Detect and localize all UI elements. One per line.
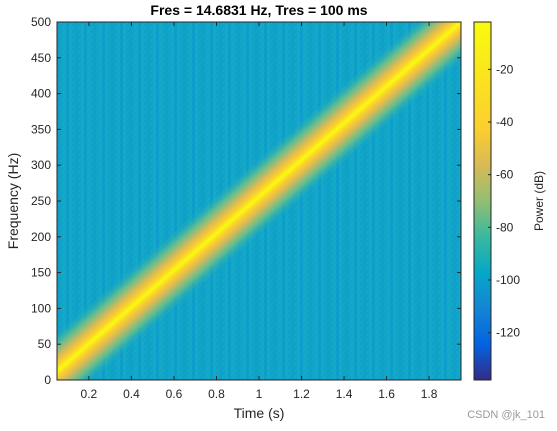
colorbar-tick-label: -80 (496, 220, 514, 234)
colorbar-label: Power (dB) (532, 171, 546, 231)
chart-title: Fres = 14.6831 Hz, Tres = 100 ms (150, 2, 367, 18)
time-stripe (102, 22, 105, 380)
colorbar-tick-label: -60 (496, 168, 514, 182)
y-tick-label: 0 (44, 373, 51, 387)
x-tick-label: 1.4 (336, 387, 353, 401)
x-tick-label: 0.4 (123, 387, 140, 401)
time-stripe (93, 22, 96, 380)
x-tick-label: 0.6 (166, 387, 183, 401)
watermark: CSDN @jk_101 (467, 409, 545, 421)
colorbar-tick-label: -20 (496, 62, 514, 76)
time-stripe (129, 22, 132, 380)
time-stripe (426, 22, 429, 380)
x-tick-label: 1.2 (293, 387, 310, 401)
time-stripe (408, 22, 411, 380)
chirp-ridge (57, 22, 461, 380)
time-stripe (417, 22, 420, 380)
time-stripe (354, 22, 357, 380)
colorbar-tick-label: -100 (496, 273, 520, 287)
time-stripe (435, 22, 438, 380)
time-stripe (327, 22, 330, 380)
y-tick-label: 250 (31, 194, 51, 208)
y-axis-label: Frequency (Hz) (5, 153, 21, 249)
y-tick-label: 350 (31, 122, 51, 136)
time-stripe (75, 22, 78, 380)
plot-area (56, 21, 462, 381)
colorbar-ticks: -20 -40 -60 -80 -100 -120 (488, 62, 520, 340)
y-tick-label: 450 (31, 51, 51, 65)
time-stripe (363, 22, 366, 380)
y-tick-label: 300 (31, 158, 51, 172)
time-stripe (399, 22, 402, 380)
time-stripe (444, 22, 447, 380)
y-tick-label: 50 (38, 337, 52, 351)
time-stripe (345, 22, 348, 380)
time-stripe (192, 22, 195, 380)
time-stripe (390, 22, 393, 380)
y-tick-label: 200 (31, 230, 51, 244)
time-stripe (300, 22, 303, 380)
x-tick-label: 0.8 (208, 387, 225, 401)
time-stripe (336, 22, 339, 380)
time-stripe (111, 22, 114, 380)
x-tick-label: 1.8 (421, 387, 438, 401)
colorbar-tick-label: -40 (496, 115, 514, 129)
colorbar-tick-label: -120 (496, 326, 520, 340)
time-stripe (147, 22, 150, 380)
y-tick-label: 400 (31, 87, 51, 101)
time-stripe (201, 22, 204, 380)
y-tick-label: 500 (31, 15, 51, 29)
x-tick-label: 1 (256, 387, 263, 401)
time-stripe (183, 22, 186, 380)
time-stripe (381, 22, 384, 380)
time-stripe (66, 22, 69, 380)
colorbar-gradient (473, 21, 492, 381)
time-stripe (174, 22, 177, 380)
time-stripe (138, 22, 141, 380)
x-axis: 0.2 0.4 0.6 0.8 1 1.2 1.4 1.6 1.8 (81, 22, 438, 401)
time-stripe (318, 22, 321, 380)
x-tick-label: 1.6 (378, 387, 395, 401)
y-axis: 0 50 100 150 200 250 300 350 400 450 500 (31, 15, 461, 387)
y-tick-label: 100 (31, 301, 51, 315)
x-tick-label: 0.2 (81, 387, 98, 401)
time-stripe (453, 22, 456, 380)
time-stripe (165, 22, 168, 380)
colorbar: -20 -40 -60 -80 -100 -120 Power (dB) (473, 21, 546, 381)
time-stripe (84, 22, 87, 380)
time-stripe (120, 22, 123, 380)
time-stripe (372, 22, 375, 380)
time-stripe (156, 22, 159, 380)
y-tick-label: 150 (31, 266, 51, 280)
time-stripe (309, 22, 312, 380)
x-axis-label: Time (s) (234, 405, 285, 421)
